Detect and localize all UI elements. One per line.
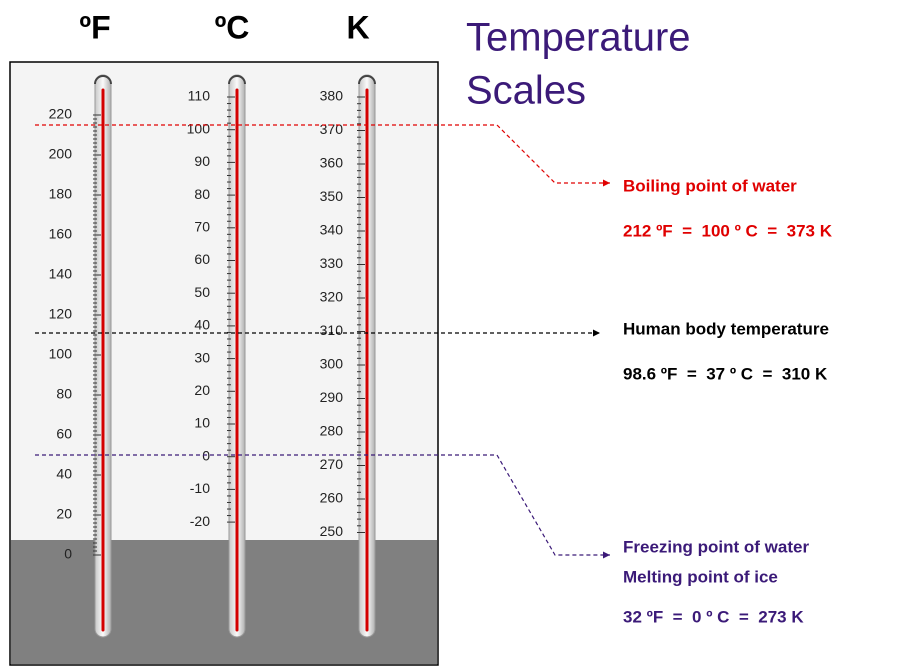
tick-label: 60 — [56, 426, 72, 442]
annotation: 32 ºF = 0 º C = 273 K — [623, 607, 804, 626]
tick-label: 20 — [56, 506, 72, 522]
tick-label: 0 — [64, 546, 72, 562]
tick-label: 40 — [194, 317, 210, 333]
tick-label: 310 — [320, 322, 344, 338]
tick-label: 120 — [49, 306, 73, 322]
tick-label: 80 — [56, 386, 72, 402]
tick-label: 10 — [194, 415, 210, 431]
tick-label: 270 — [320, 456, 344, 472]
annotation: Human body temperature — [623, 319, 829, 338]
tick-label: 320 — [320, 289, 344, 305]
tick-label: 50 — [194, 284, 210, 300]
tick-label: -10 — [190, 480, 210, 496]
header: ºF — [79, 9, 110, 45]
tick-label: 340 — [320, 222, 344, 238]
annotation: Boiling point of water — [623, 176, 797, 195]
tick-label: 80 — [194, 186, 210, 202]
freezing-line — [35, 454, 610, 559]
tick-label: 200 — [49, 146, 73, 162]
tick-label: 330 — [320, 255, 344, 271]
boiling-line — [35, 124, 610, 187]
tick-label: 40 — [56, 466, 72, 482]
header: K — [346, 9, 369, 45]
annotation: Freezing point of water — [623, 537, 809, 556]
tick-label: 370 — [320, 121, 344, 137]
tube-cap — [94, 75, 112, 85]
tick-label: 380 — [320, 88, 344, 104]
tick-label: 260 — [320, 490, 344, 506]
tick-label: 60 — [194, 251, 210, 267]
tick-label: 180 — [49, 186, 73, 202]
tick-label: 140 — [49, 266, 73, 282]
tick-label: 100 — [187, 120, 211, 136]
tick-label: 280 — [320, 423, 344, 439]
tube-cap — [358, 75, 376, 85]
title: Scales — [466, 69, 586, 113]
tick-label: 250 — [320, 523, 344, 539]
tick-label: 100 — [49, 346, 73, 362]
tube-cap — [228, 75, 246, 85]
annotation: 212 ºF = 100 º C = 373 K — [623, 221, 833, 240]
tick-label: -20 — [190, 513, 210, 529]
tick-label: 70 — [194, 219, 210, 235]
header: ºC — [215, 9, 250, 45]
tick-label: 30 — [194, 349, 210, 365]
tick-label: 160 — [49, 226, 73, 242]
title: Temperature — [466, 16, 691, 60]
tick-label: 300 — [320, 356, 344, 372]
tick-label: 220 — [49, 106, 73, 122]
tick-label: 110 — [188, 88, 211, 104]
tick-label: 360 — [320, 155, 344, 171]
tick-label: 20 — [194, 382, 210, 398]
tick-label: 350 — [320, 188, 344, 204]
tick-label: 290 — [320, 389, 344, 405]
annotation: Melting point of ice — [623, 567, 778, 586]
tick-label: 90 — [194, 153, 210, 169]
annotation: 98.6 ºF = 37 º C = 310 K — [623, 364, 828, 383]
